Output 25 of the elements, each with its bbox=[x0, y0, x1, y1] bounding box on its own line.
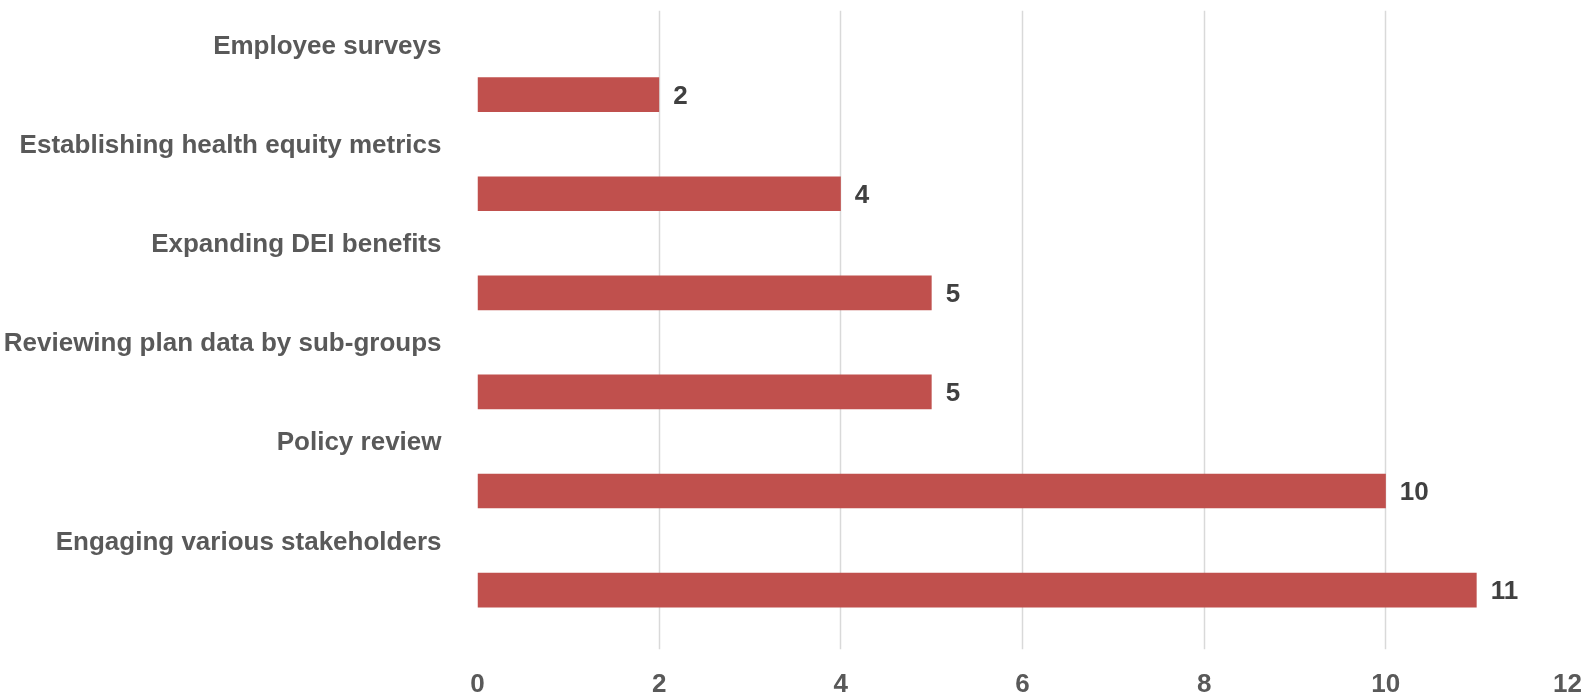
data-label: 5 bbox=[945, 277, 961, 308]
y-tick-label: Expanding DEI benefits bbox=[151, 228, 442, 259]
data-label: 11 bbox=[1490, 575, 1519, 606]
y-tick-label: Establishing health equity metrics bbox=[19, 129, 442, 160]
x-tick-label: 0 bbox=[470, 667, 485, 694]
data-label: 2 bbox=[673, 79, 688, 110]
bar bbox=[477, 572, 1477, 608]
x-tick-label: 4 bbox=[833, 667, 849, 694]
x-tick-label: 10 bbox=[1371, 667, 1401, 694]
x-tick-label: 8 bbox=[1196, 667, 1212, 694]
y-tick-label: Engaging various stakeholders bbox=[55, 525, 442, 556]
x-tick-label: 2 bbox=[651, 667, 667, 694]
bar bbox=[477, 77, 660, 113]
data-label: 4 bbox=[854, 178, 870, 209]
y-tick-label: Policy review bbox=[276, 426, 443, 457]
bar bbox=[477, 473, 1386, 509]
x-tick-label: 6 bbox=[1015, 667, 1030, 694]
y-tick-label: Employee surveys bbox=[213, 30, 442, 61]
bar bbox=[477, 176, 841, 212]
bar bbox=[477, 275, 932, 311]
x-tick-label: 12 bbox=[1553, 667, 1582, 694]
bar bbox=[477, 374, 932, 410]
y-tick-label: Reviewing plan data by sub-groups bbox=[3, 327, 442, 358]
data-label: 10 bbox=[1399, 475, 1429, 506]
data-label: 5 bbox=[945, 376, 961, 407]
